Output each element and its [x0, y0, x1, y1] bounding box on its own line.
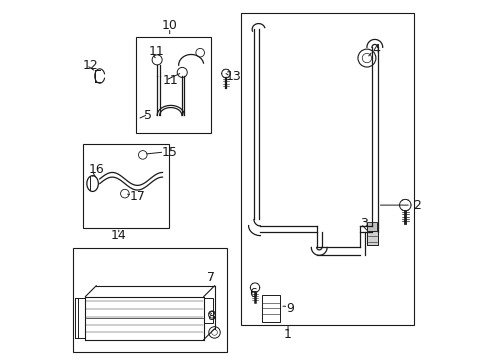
Text: 5: 5	[144, 109, 152, 122]
Text: 4: 4	[372, 42, 380, 55]
Text: 17: 17	[129, 190, 146, 203]
Text: 11: 11	[149, 45, 165, 58]
Bar	[83, 144, 169, 228]
Text: 11: 11	[163, 74, 178, 87]
Bar	[367, 224, 378, 244]
Text: 13: 13	[225, 69, 241, 82]
Bar	[136, 37, 211, 134]
Text: 12: 12	[83, 59, 98, 72]
Text: 2: 2	[414, 199, 421, 212]
Bar	[73, 248, 227, 352]
Text: 15: 15	[162, 145, 178, 158]
Text: 9: 9	[286, 302, 294, 315]
Text: 14: 14	[111, 229, 126, 242]
Text: 16: 16	[88, 163, 104, 176]
Bar	[262, 295, 280, 321]
Text: 7: 7	[207, 271, 215, 284]
Bar	[204, 298, 213, 323]
Bar	[242, 13, 414, 325]
Text: 3: 3	[360, 216, 368, 230]
Text: 1: 1	[284, 328, 292, 341]
Text: 6: 6	[249, 287, 257, 300]
Text: 10: 10	[162, 19, 178, 32]
Text: 8: 8	[207, 310, 215, 324]
Bar	[367, 222, 377, 231]
